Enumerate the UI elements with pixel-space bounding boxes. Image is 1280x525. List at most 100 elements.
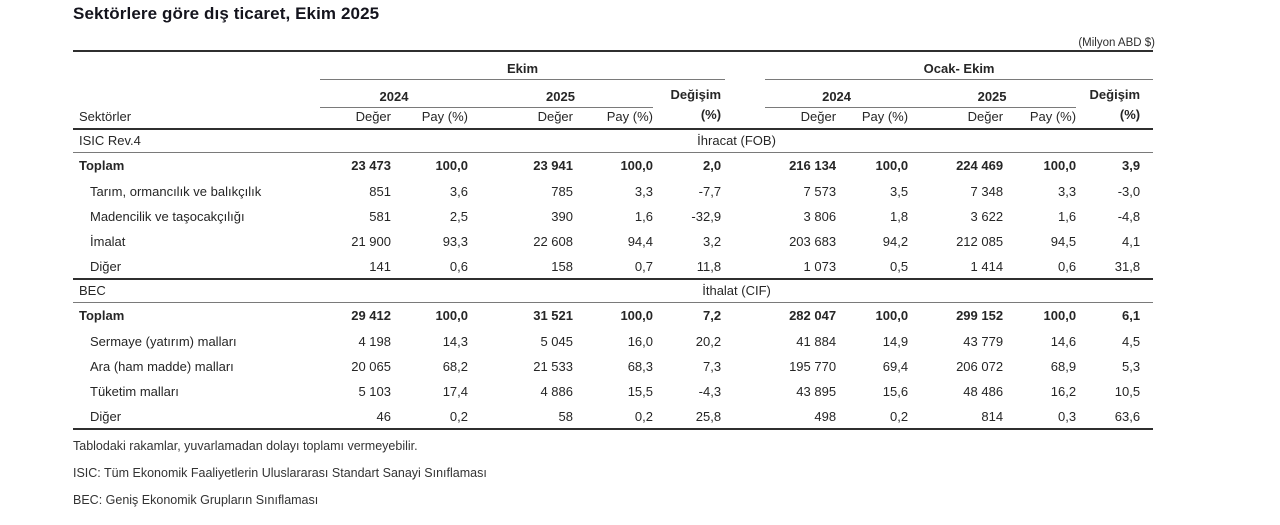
gap-cell (725, 329, 765, 354)
row-label: Tarım, ormancılık ve balıkçılık (90, 184, 262, 199)
cell-value: -4,8 (1117, 209, 1141, 224)
cell-value: 3,3 (634, 184, 653, 199)
gap-cell (725, 254, 765, 279)
cell-value: 41 884 (796, 334, 837, 349)
change-header: Değişim (%) (1076, 79, 1154, 130)
cell-value: 100,0 (875, 308, 909, 324)
row-label: Toplam (79, 308, 125, 324)
cell-value: 0,2 (634, 408, 653, 424)
cell-value: 43 779 (963, 334, 1004, 349)
gap-cell (725, 379, 765, 404)
cell-value: 1,8 (889, 209, 909, 224)
cell-value: 1 073 (803, 258, 837, 274)
table-row: Diğer 141 0,6 158 0,7 11,8 1 073 0,5 1 414 0,6 31,… (73, 254, 1153, 279)
cell-value: 69,4 (882, 359, 909, 374)
cell-value: 68,2 (442, 359, 468, 374)
cell-value: 3 806 (803, 209, 837, 224)
cell-value: 0,3 (1057, 408, 1077, 424)
cell-value: 7 348 (970, 184, 1004, 199)
col-group-ocak-ekim: Ocak- Ekim (765, 51, 1154, 80)
cell-value: 4,5 (1122, 334, 1141, 349)
header-row-period: Ekim Ocak- Ekim (73, 51, 1154, 80)
cell-value: 3,5 (889, 184, 909, 199)
table-row: Tarım, ormancılık ve balıkçılık 851 3,6 785… (73, 179, 1153, 204)
cell-value: 0,2 (449, 408, 468, 424)
cell-value: 2,0 (702, 158, 722, 174)
section-header-row: BEC İthalat (CIF) (73, 278, 1154, 303)
foreign-trade-table: Ekim Ocak- Ekim 2024 2025 Değişim (%) 202… (73, 50, 1154, 430)
cell-value: 390 (551, 209, 573, 224)
table-row: Diğer 46 0,2 58 0,2 25,8 498 0,2 814 0,3 63,6 (73, 404, 1153, 429)
cell-value: 3,9 (1122, 158, 1141, 174)
share-header: Pay (%) (573, 107, 653, 130)
cell-value: 16,2 (1050, 384, 1077, 399)
cell-value: 48 486 (963, 384, 1004, 399)
cell-value: 93,3 (442, 234, 468, 249)
share-header: Pay (%) (836, 107, 909, 130)
cell-value: 498 (814, 408, 837, 424)
cell-value: 46 (376, 408, 391, 424)
cell-value: 5 103 (358, 384, 391, 399)
cell-value: 3,2 (702, 234, 722, 249)
gap-cell (725, 354, 765, 379)
section-flow: İhracat (FOB) (320, 129, 1154, 153)
col-group-ekim: Ekim (320, 51, 726, 80)
row-label: Ara (ham madde) malları (90, 359, 234, 374)
cell-value: 216 134 (789, 158, 837, 174)
cell-value: 100,0 (620, 308, 653, 324)
value-header: Değer (468, 107, 573, 130)
cell-value: 100,0 (620, 158, 653, 174)
cell-value: 68,3 (627, 359, 653, 374)
header-row-columns: Sektörler Değer Pay (%) Değer Pay (%) De… (73, 107, 1153, 130)
cell-value: 0,5 (889, 258, 909, 274)
row-label: Madencilik ve taşocakçılığı (90, 209, 245, 224)
sectors-header: Sektörler (73, 107, 320, 130)
gap-cell (725, 229, 765, 254)
cell-value: 17,4 (442, 384, 468, 399)
cell-value: 5,3 (1122, 359, 1141, 374)
cell-value: 7 573 (803, 184, 837, 199)
year-header-2024: 2024 (765, 79, 909, 108)
cell-value: 0,6 (1057, 258, 1077, 274)
cell-value: 21 533 (533, 359, 573, 374)
cell-value: 212 085 (956, 234, 1004, 249)
cell-value: 4,1 (1122, 234, 1141, 249)
cell-value: 100,0 (435, 158, 468, 174)
cell-value: 299 152 (956, 308, 1004, 324)
share-header: Pay (%) (391, 107, 468, 130)
change-label: Değişim (1089, 86, 1141, 102)
unit-note: (Milyon ABD $) (1078, 37, 1155, 49)
page-title: Sektörlere göre dış ticaret, Ekim 2025 (73, 4, 380, 23)
cell-value: 0,6 (449, 258, 468, 274)
change-header: Değişim (%) (653, 79, 726, 130)
cell-value: 22 608 (533, 234, 573, 249)
cell-value: 7,3 (702, 359, 722, 374)
cell-value: 195 770 (789, 359, 837, 374)
table-row: Tüketim malları 5 103 17,4 4 886 15,5 -4,3 43 … (73, 379, 1153, 404)
cell-value: 581 (369, 209, 391, 224)
cell-value: 1,6 (1057, 209, 1077, 224)
cell-value: 25,8 (695, 408, 722, 424)
cell-value: 21 900 (351, 234, 391, 249)
cell-value: 29 412 (351, 308, 391, 324)
cell-value: 3,3 (1057, 184, 1077, 199)
row-label: İmalat (90, 234, 126, 249)
cell-value: 1 414 (970, 258, 1004, 274)
cell-value: 94,4 (627, 234, 653, 249)
gap-cell (725, 51, 765, 79)
cell-value: 23 941 (533, 158, 573, 174)
cell-value: 100,0 (875, 158, 909, 174)
year-header-2025: 2025 (468, 79, 653, 108)
footnote-isic: ISIC: Tüm Ekonomik Faaliyetlerin Uluslar… (73, 466, 487, 480)
cell-value: 0,2 (889, 408, 909, 424)
row-label: Sermaye (yatırım) malları (90, 334, 237, 349)
gap-cell (725, 152, 765, 179)
table-body: ISIC Rev.4 İhracat (FOB) Toplam 23 473 100,0… (73, 129, 1154, 429)
cell-value: 203 683 (789, 234, 837, 249)
cell-value: 43 895 (796, 384, 837, 399)
row-label: Tüketim malları (90, 384, 179, 399)
gap-cell (725, 404, 765, 429)
section-flow: İthalat (CIF) (320, 278, 1154, 303)
cell-value: 20,2 (695, 334, 722, 349)
